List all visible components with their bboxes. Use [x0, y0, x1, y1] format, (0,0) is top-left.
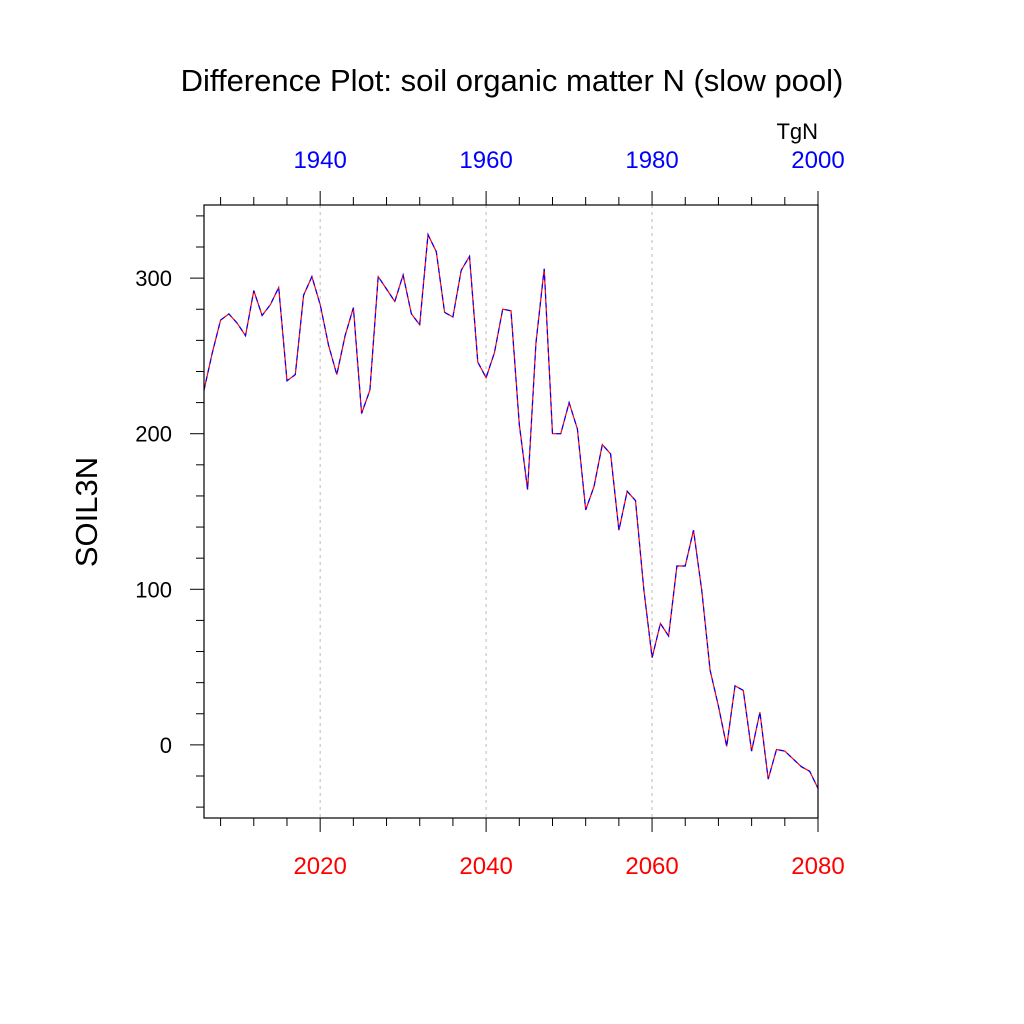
- units-label: TgN: [776, 119, 818, 144]
- top-tick-label: 2000: [791, 147, 844, 174]
- y-axis-label: SOIL3N: [69, 457, 104, 567]
- y-tick-label: 200: [135, 422, 172, 447]
- chart-title: Difference Plot: soil organic matter N (…: [181, 63, 844, 98]
- top-tick-label: 1960: [459, 147, 512, 174]
- top-tick-label: 1980: [625, 147, 678, 174]
- bottom-tick-label: 2040: [459, 853, 512, 880]
- data-lines: [203, 232, 819, 789]
- plot-frame: [203, 204, 819, 819]
- top-tick-label: 1940: [293, 147, 346, 174]
- bottom-tick-label: 2060: [625, 853, 678, 880]
- grid-lines: [319, 205, 653, 818]
- axis-ticks: [190, 191, 819, 832]
- series-line-blue-dashed: [203, 232, 819, 789]
- y-tick-label: 300: [135, 266, 172, 291]
- y-tick-label: 0: [160, 733, 172, 758]
- bottom-tick-label: 2080: [791, 853, 844, 880]
- tick-labels: 0 100 200 300 2020 2040 2060 2080 1940 1960 1980 20…: [135, 147, 844, 880]
- y-tick-label: 100: [135, 577, 172, 602]
- bottom-tick-label: 2020: [293, 853, 346, 880]
